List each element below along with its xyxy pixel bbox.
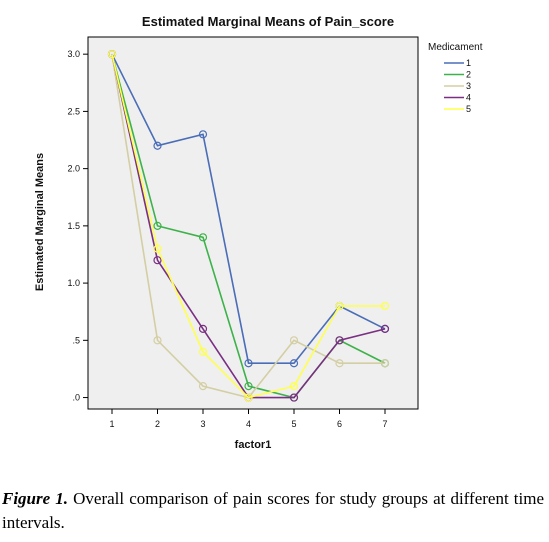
data-point: [380, 301, 390, 311]
x-tick-label: 7: [382, 419, 387, 429]
data-point: [289, 382, 299, 391]
legend-entry-label: 5: [466, 104, 471, 114]
plot-area: [87, 36, 419, 410]
data-point: [153, 141, 162, 150]
data-point: [289, 336, 299, 345]
data-point: [198, 130, 208, 139]
y-tick-label: .0: [72, 393, 80, 403]
data-point: [380, 359, 390, 368]
figure-caption: Figure 1. Overall comparison of pain sco…: [2, 487, 544, 535]
data-point: [289, 359, 299, 368]
data-point: [107, 50, 117, 59]
legend-entry-label: 3: [466, 81, 471, 91]
x-axis-label: factor1: [235, 439, 272, 451]
y-tick-label: 1.0: [67, 278, 80, 288]
y-tick-label: 2.5: [67, 106, 80, 116]
legend-title: Medicament: [428, 42, 483, 53]
data-point: [244, 359, 253, 368]
data-point: [198, 233, 208, 242]
series-line-5: [111, 54, 385, 399]
caption-label: Figure 1.: [2, 489, 69, 508]
data-point: [153, 256, 162, 265]
y-axis-label: Estimated Marginal Means: [34, 153, 46, 291]
data-point: [198, 324, 208, 333]
data-point: [289, 393, 299, 402]
y-tick-label: 3.0: [67, 49, 80, 59]
x-axis: 1 2 3 4 5 6 7: [109, 409, 388, 429]
y-tick-label: 2.0: [67, 164, 80, 174]
data-point: [335, 359, 344, 368]
data-point: [198, 382, 208, 391]
data-point: [335, 301, 344, 311]
data-point: [380, 324, 390, 333]
data-point: [244, 393, 253, 402]
legend: Medicament 1 23 45: [428, 42, 483, 114]
y-axis: .0 .5 1.0 1.5 2.0 2.5 3.0: [67, 49, 88, 403]
data-point: [244, 382, 253, 391]
y-tick-label: 1.5: [67, 221, 80, 231]
x-tick-label: 4: [246, 419, 251, 429]
data-point: [335, 336, 344, 345]
chart: Estimated Marginal Means of Pain_score .…: [34, 14, 483, 451]
data-point: [153, 221, 162, 230]
x-tick-label: 2: [155, 419, 160, 429]
data-point: [153, 336, 162, 345]
x-tick-label: 3: [200, 419, 205, 429]
chart-title: Estimated Marginal Means of Pain_score: [142, 14, 394, 29]
legend-entry-label: 4: [466, 93, 471, 103]
x-tick-label: 5: [291, 419, 296, 429]
data-point: [153, 244, 162, 253]
caption-text: Overall comparison of pain scores for st…: [2, 489, 544, 532]
legend-entry-label: 2: [466, 70, 471, 80]
data-point: [198, 347, 208, 356]
legend-entry-label: 1: [466, 58, 471, 68]
x-tick-label: 6: [337, 419, 342, 429]
series-5: [107, 50, 390, 402]
x-tick-label: 1: [109, 419, 114, 429]
series-lines: [107, 50, 390, 402]
y-tick-label: .5: [72, 335, 80, 345]
